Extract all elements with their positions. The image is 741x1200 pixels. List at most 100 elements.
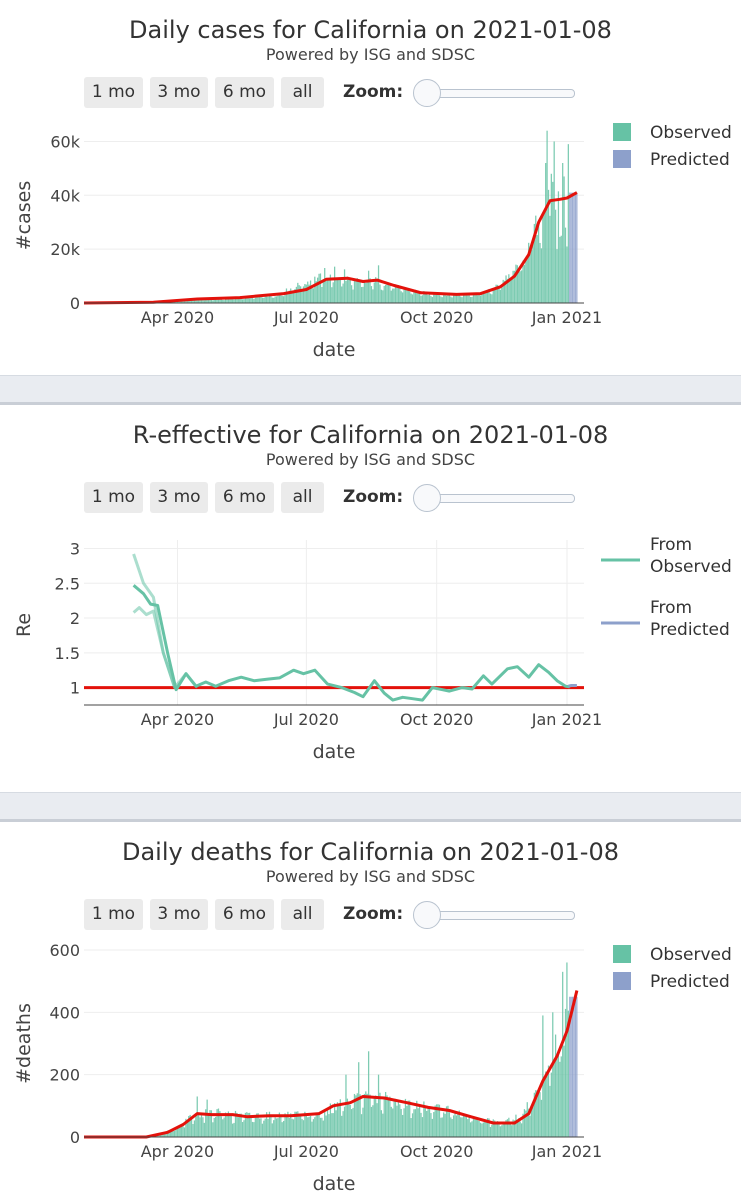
observed-bar xyxy=(393,288,395,303)
observed-bar xyxy=(251,1121,254,1137)
observed-bar xyxy=(369,1094,371,1137)
observed-bar xyxy=(227,298,230,303)
observed-bar xyxy=(341,286,343,303)
observed-bar xyxy=(472,293,475,303)
observed-bar xyxy=(386,283,388,303)
observed-bar xyxy=(475,1119,477,1137)
predicted-bar xyxy=(573,996,575,1137)
observed-bar xyxy=(376,279,378,303)
observed-bar xyxy=(486,289,489,303)
observed-bar xyxy=(445,295,448,303)
observed-bar xyxy=(506,1119,509,1137)
observed-bar xyxy=(352,289,354,303)
cases-subtitle: Powered by ISG and SDSC xyxy=(265,45,476,64)
legend-label: Observed xyxy=(650,123,732,143)
observed-bar xyxy=(552,1012,554,1137)
observed-bar xyxy=(317,277,319,303)
range-button-1mo[interactable]: 1 mo xyxy=(84,899,143,930)
observed-bar xyxy=(392,1108,394,1137)
observed-bar xyxy=(257,296,259,303)
range-button-all[interactable]: all xyxy=(281,899,324,930)
observed-bar xyxy=(332,1113,334,1137)
x-axis-title: date xyxy=(313,741,356,763)
observed-bar xyxy=(326,280,329,303)
observed-bar xyxy=(434,1105,436,1137)
predicted-bar xyxy=(574,996,577,1137)
range-button-6mo[interactable]: 6 mo xyxy=(215,482,274,513)
x-tick-label: Jan 2021 xyxy=(531,1142,602,1161)
observed-bar xyxy=(537,1090,540,1137)
observed-bar xyxy=(418,292,421,303)
observed-bar xyxy=(441,297,443,303)
x-tick-label: Apr 2020 xyxy=(141,1142,214,1161)
y-axis-title: #deaths xyxy=(13,1003,35,1084)
observed-bar xyxy=(464,1115,466,1137)
observed-bar xyxy=(529,1115,531,1137)
observed-bar xyxy=(458,293,460,303)
observed-bar xyxy=(554,1034,557,1137)
observed-bar xyxy=(292,292,295,303)
observed-bar xyxy=(416,291,418,303)
observed-bar xyxy=(464,294,466,303)
observed-bar xyxy=(198,299,200,303)
observed-bar xyxy=(233,1122,235,1137)
observed-bar xyxy=(215,1116,217,1137)
range-button-3mo[interactable]: 3 mo xyxy=(150,482,208,513)
trend-line xyxy=(84,990,579,1139)
observed-bar xyxy=(249,298,251,303)
observed-bar xyxy=(309,280,312,303)
observed-bar xyxy=(542,1015,544,1137)
range-button-3mo[interactable]: 3 mo xyxy=(150,899,208,930)
observed-bar xyxy=(547,189,550,303)
observed-bar xyxy=(216,1109,218,1137)
observed-bar xyxy=(261,297,264,303)
observed-bar xyxy=(526,258,528,303)
observed-bar xyxy=(183,1127,186,1137)
range-button-6mo[interactable]: 6 mo xyxy=(215,899,274,930)
observed-bar xyxy=(263,297,265,303)
range-button-1mo[interactable]: 1 mo xyxy=(84,77,143,108)
zoom-slider-handle[interactable] xyxy=(413,901,441,929)
y-tick-label: 2 xyxy=(70,609,80,628)
observed-bar xyxy=(322,1120,324,1137)
observed-bar xyxy=(543,211,545,303)
observed-bar xyxy=(284,292,286,303)
range-button-all[interactable]: all xyxy=(281,77,324,108)
observed-bar xyxy=(411,294,414,303)
range-button-all[interactable]: all xyxy=(281,482,324,513)
observed-bar xyxy=(542,216,544,303)
observed-bar xyxy=(339,1099,341,1137)
observed-bar xyxy=(474,292,476,303)
observed-bar xyxy=(241,1122,244,1137)
observed-bar xyxy=(267,296,269,303)
range-button-1mo[interactable]: 1 mo xyxy=(84,482,143,513)
observed-bar xyxy=(511,279,513,303)
zoom-slider-handle[interactable] xyxy=(413,79,441,107)
observed-bar xyxy=(291,292,293,303)
observed-bar xyxy=(426,1110,428,1137)
observed-bar xyxy=(190,1116,193,1137)
y-tick-label: 2.5 xyxy=(55,574,80,593)
range-button-3mo[interactable]: 3 mo xyxy=(150,77,208,108)
observed-bar xyxy=(505,1120,507,1137)
observed-bar xyxy=(390,1106,392,1137)
observed-bar xyxy=(536,1090,538,1137)
observed-bar xyxy=(465,294,467,303)
observed-bar xyxy=(397,285,400,303)
x-tick-label: Jul 2020 xyxy=(273,710,339,729)
observed-bar xyxy=(275,1118,278,1137)
observed-bar xyxy=(199,1117,201,1137)
observed-bar xyxy=(481,294,483,303)
y-tick-label: 1 xyxy=(70,679,80,698)
observed-bar xyxy=(334,266,336,303)
observed-bar xyxy=(512,1119,514,1137)
observed-bar xyxy=(237,297,239,303)
range-button-6mo[interactable]: 6 mo xyxy=(215,77,274,108)
observed-bar xyxy=(435,294,438,303)
observed-bar xyxy=(338,279,340,303)
observed-bar xyxy=(186,300,188,303)
observed-bar xyxy=(220,1116,222,1137)
zoom-slider-handle[interactable] xyxy=(413,484,441,512)
observed-bar xyxy=(421,1117,424,1137)
observed-bar xyxy=(241,299,244,303)
